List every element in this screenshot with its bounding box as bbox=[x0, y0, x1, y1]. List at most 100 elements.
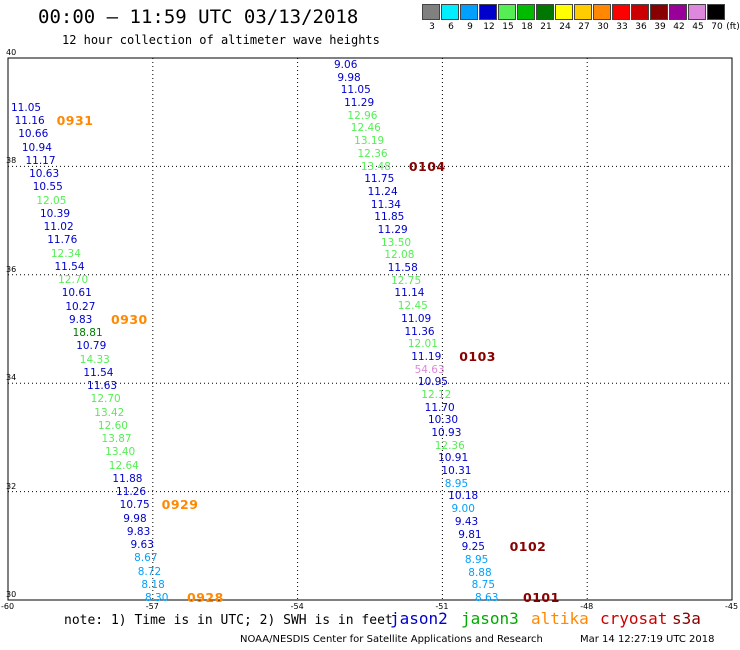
pass-time-label: 0930 bbox=[110, 311, 148, 327]
legend-swatch bbox=[498, 4, 516, 20]
wave-height-label: 10.91 bbox=[438, 452, 469, 465]
wave-height-label: 13.42 bbox=[94, 406, 125, 419]
wave-height-label: 9.00 bbox=[451, 503, 475, 516]
pass-time-label: 0931 bbox=[56, 113, 94, 129]
wave-height-label: 11.05 bbox=[11, 102, 42, 114]
wave-height-label: 12.45 bbox=[397, 300, 428, 313]
wave-height-label: 13.19 bbox=[354, 135, 385, 148]
legend-label: 15 bbox=[502, 22, 514, 32]
lat-tick-label: 38 bbox=[6, 156, 17, 166]
legend-swatch bbox=[688, 4, 706, 20]
wave-height-label: 11.14 bbox=[394, 287, 425, 300]
wave-height-label: 9.81 bbox=[458, 528, 482, 541]
legend-swatch bbox=[536, 4, 554, 20]
wave-height-label: 12.60 bbox=[97, 419, 128, 432]
wave-height-label: 12.96 bbox=[347, 109, 378, 122]
legend-label: 70 bbox=[711, 22, 723, 32]
wave-height-label: 10.94 bbox=[21, 141, 52, 154]
footer-note: note: 1) Time is in UTC; 2) SWH is in fe… bbox=[64, 613, 393, 628]
lat-tick-label: 40 bbox=[6, 48, 17, 57]
wave-height-label: 8.95 bbox=[464, 553, 489, 566]
legend-label: 30 bbox=[597, 22, 609, 32]
wave-height-label: 11.24 bbox=[367, 185, 398, 198]
wave-height-label: 8.67 bbox=[134, 552, 158, 565]
satellite-name: jason3 bbox=[461, 609, 519, 628]
legend-swatch bbox=[574, 4, 592, 20]
wave-height-label: 11.70 bbox=[424, 401, 455, 414]
lat-tick-label: 34 bbox=[6, 373, 17, 383]
wave-height-label: 9.83 bbox=[68, 313, 93, 326]
credit-text: NOAA/NESDIS Center for Satellite Applica… bbox=[240, 634, 543, 645]
wave-height-label: 11.75 bbox=[364, 173, 395, 186]
satellite-name: jason2 bbox=[390, 609, 448, 628]
wave-height-label: 11.02 bbox=[43, 221, 74, 234]
legend-label: 36 bbox=[635, 22, 647, 32]
wave-height-label: 10.55 bbox=[32, 181, 63, 194]
wave-height-label: 8.72 bbox=[137, 565, 162, 578]
legend-swatch bbox=[612, 4, 630, 20]
wave-height-label: 11.09 bbox=[401, 312, 432, 325]
plot-frame bbox=[7, 57, 733, 601]
wave-height-label: 11.34 bbox=[370, 198, 401, 211]
legend-label: 27 bbox=[578, 22, 590, 32]
wave-height-label: 12.75 bbox=[391, 274, 422, 287]
wave-height-label: 9.98 bbox=[337, 71, 361, 84]
wave-height-label: 11.26 bbox=[116, 486, 147, 499]
legend-swatch bbox=[650, 4, 668, 20]
lon-tick-label: -54 bbox=[290, 602, 304, 611]
legend-label: 45 bbox=[692, 22, 704, 32]
wave-height-label: 9.06 bbox=[334, 59, 358, 71]
wave-height-label: 10.18 bbox=[448, 490, 479, 503]
pass-time-label: 0103 bbox=[459, 348, 496, 364]
wave-height-label: 9.25 bbox=[461, 541, 485, 554]
legend-label: 33 bbox=[616, 22, 628, 32]
satellite-name: cryosat bbox=[600, 609, 668, 628]
page-subtitle: 12 hour collection of altimeter wave hei… bbox=[62, 33, 380, 47]
wave-height-label: 8.63 bbox=[475, 592, 499, 604]
wave-height-label: 12.70 bbox=[58, 274, 89, 287]
wave-height-label: 11.54 bbox=[54, 260, 85, 273]
legend-swatch bbox=[517, 4, 535, 20]
wave-height-label: 12.46 bbox=[350, 122, 381, 135]
wave-height-label: 12.08 bbox=[384, 249, 415, 262]
wave-height-label: 8.95 bbox=[444, 477, 469, 490]
wave-height-label: 11.36 bbox=[404, 325, 435, 338]
wave-height-label: 11.29 bbox=[377, 223, 408, 236]
wave-height-label: 11.54 bbox=[83, 366, 114, 379]
pass-time-label: 0929 bbox=[161, 497, 199, 513]
legend-swatch bbox=[669, 4, 687, 20]
wave-height-label: 12.36 bbox=[357, 147, 388, 160]
wave-height-label: 10.39 bbox=[39, 207, 71, 220]
wave-height-label: 11.16 bbox=[14, 115, 45, 128]
legend-swatch bbox=[441, 4, 459, 20]
lat-tick-label: 30 bbox=[6, 590, 17, 599]
pass-time-label: 0102 bbox=[509, 539, 547, 555]
legend-label: 21 bbox=[540, 22, 552, 32]
wave-height-label: 10.63 bbox=[29, 168, 60, 181]
legend-label: 24 bbox=[559, 22, 571, 32]
legend-label: 42 bbox=[673, 22, 685, 32]
legend-swatch bbox=[460, 4, 478, 20]
wave-height-label: 9.83 bbox=[126, 525, 151, 538]
wave-height-label: 12.34 bbox=[50, 247, 81, 260]
wave-height-label: 11.58 bbox=[387, 262, 418, 275]
wave-height-label: 14.33 bbox=[79, 353, 110, 366]
wave-height-label: 11.85 bbox=[374, 211, 405, 224]
wave-height-label: 9.63 bbox=[130, 539, 154, 552]
legend-swatch bbox=[422, 4, 440, 20]
legend-label: 9 bbox=[467, 22, 473, 32]
lon-tick-label: -48 bbox=[580, 602, 594, 611]
legend-swatch bbox=[555, 4, 573, 20]
wave-height-label: 11.76 bbox=[47, 234, 78, 247]
legend-label: 39 bbox=[654, 22, 666, 32]
wave-height-label: 12.64 bbox=[108, 459, 139, 472]
wave-height-label: 8.18 bbox=[141, 578, 165, 591]
wave-height-label: 11.17 bbox=[25, 154, 56, 167]
satellite-name: s3a bbox=[672, 609, 701, 628]
wave-height-label: 13.50 bbox=[381, 236, 412, 249]
wave-height-label: 10.31 bbox=[441, 465, 472, 478]
pass-time-label: 0104 bbox=[408, 158, 446, 174]
wave-height-label: 54.63 bbox=[414, 363, 445, 376]
legend-label: 18 bbox=[521, 22, 533, 32]
